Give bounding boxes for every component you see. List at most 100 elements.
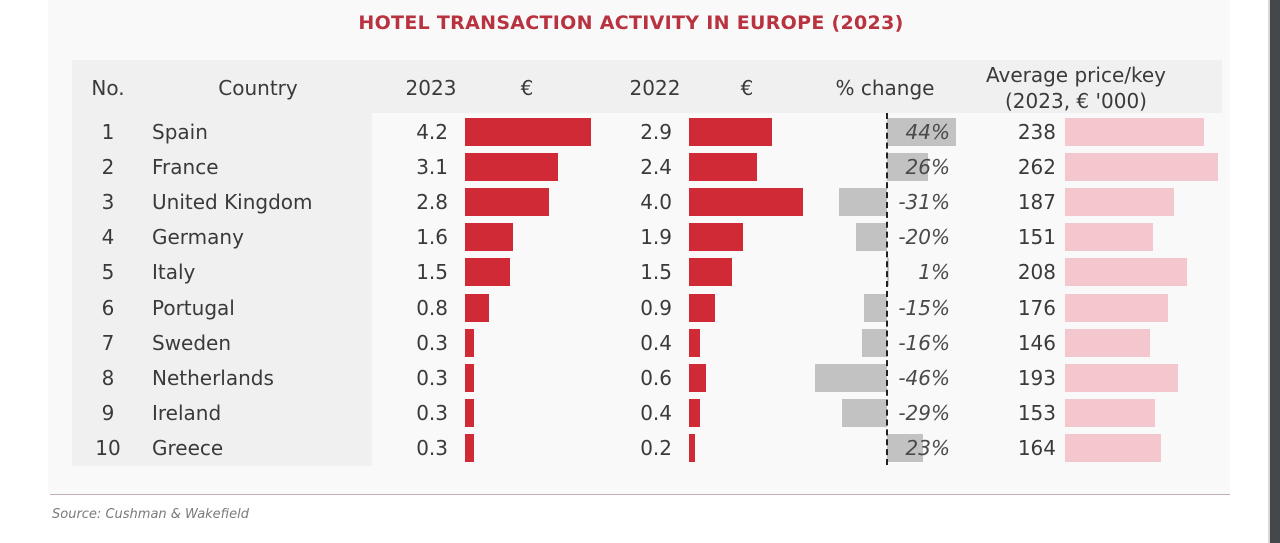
rank-number: 5: [101, 260, 115, 285]
country-name: Germany: [152, 225, 244, 250]
bar-2023: [465, 398, 474, 427]
window-frame: [1270, 0, 1280, 543]
bar-2022: [689, 328, 701, 357]
bar-pct-change: [815, 363, 887, 392]
price-per-key-value: 176: [1017, 295, 1056, 320]
price-per-key-value: 146: [1017, 330, 1056, 355]
header-band: [72, 60, 1222, 113]
pct-change-label: -16%: [898, 330, 950, 355]
value-2023: 0.3: [416, 330, 448, 355]
country-name: Sweden: [152, 330, 232, 355]
price-per-key-value: 153: [1017, 400, 1056, 425]
header-country: Country: [218, 76, 298, 100]
bar-2022: [689, 433, 695, 462]
country-name: Portugal: [152, 295, 235, 320]
bar-pct-change: [887, 433, 923, 462]
pct-change-label: 23%: [905, 435, 950, 460]
bar-pct-change: [887, 153, 928, 182]
bar-price-per-key: [1065, 398, 1155, 427]
price-per-key-value: 238: [1017, 120, 1056, 144]
source-note: Source: Cushman & Wakefield: [52, 507, 249, 522]
value-2022: 4.0: [640, 190, 672, 215]
country-name: Italy: [152, 260, 196, 285]
value-2022: 0.6: [640, 365, 672, 390]
bar-2023: [465, 328, 474, 357]
header-2022: 2022: [629, 76, 681, 100]
rank-number: 3: [101, 190, 115, 215]
value-2022: 0.2: [640, 435, 672, 460]
country-name: United Kingdom: [152, 190, 313, 215]
value-2022: 2.9: [640, 120, 672, 144]
rank-number: 2: [101, 155, 115, 180]
bar-2023: [465, 363, 474, 392]
header-2023: 2023: [405, 76, 457, 100]
value-2023: 0.8: [416, 295, 448, 320]
bar-2023: [465, 223, 513, 252]
bar-price-per-key: [1065, 363, 1178, 392]
value-2022: 1.9: [640, 225, 672, 250]
header-euro-2022: €: [740, 76, 754, 100]
country-name: Netherlands: [152, 365, 274, 390]
bar-pct-change: [862, 328, 887, 357]
chart-title: HOTEL TRANSACTION ACTIVITY IN EUROPE (20…: [358, 12, 904, 34]
rank-number: 10: [95, 435, 121, 460]
bar-2022: [689, 398, 701, 427]
rank-number: 7: [101, 330, 115, 355]
pct-change-zero-line: [886, 113, 888, 465]
pct-change-label: -20%: [898, 225, 950, 250]
bar-pct-change: [855, 223, 887, 252]
price-per-key-value: 151: [1017, 225, 1056, 250]
price-per-key-value: 187: [1017, 190, 1056, 215]
bar-2023: [465, 188, 549, 217]
frame-edge: [1268, 0, 1270, 543]
value-2022: 0.9: [640, 295, 672, 320]
bar-price-per-key: [1065, 153, 1219, 182]
bar-2022: [689, 188, 803, 217]
bar-2022: [689, 258, 732, 287]
bar-price-per-key: [1065, 433, 1161, 462]
pct-change-label: 44%: [905, 120, 950, 144]
bar-2022: [689, 118, 772, 146]
value-2023: 0.3: [416, 400, 448, 425]
price-per-key-value: 164: [1017, 435, 1056, 460]
rank-country-band: [72, 113, 372, 466]
bar-2022: [689, 293, 715, 322]
header-price-line2: (2023, € '000): [1005, 89, 1147, 113]
header-no: No.: [91, 76, 125, 100]
rank-number: 1: [101, 120, 115, 144]
pct-change-label: -46%: [898, 365, 950, 390]
bar-2022: [689, 363, 707, 392]
bottom-rule: [50, 494, 1230, 495]
bar-price-per-key: [1065, 188, 1175, 217]
bar-price-per-key: [1065, 328, 1151, 357]
value-2023: 0.3: [416, 435, 448, 460]
country-name: France: [152, 155, 219, 180]
bar-price-per-key: [1065, 118, 1205, 146]
bar-pct-change: [838, 188, 887, 217]
bar-pct-change: [887, 118, 956, 146]
price-per-key-value: 262: [1017, 155, 1056, 180]
bar-2023: [465, 433, 474, 462]
bar-price-per-key: [1065, 223, 1154, 252]
bar-2023: [465, 153, 558, 182]
header-euro-2023: €: [520, 76, 534, 100]
country-name: Ireland: [152, 400, 222, 425]
value-2023: 0.3: [416, 365, 448, 390]
value-2023: 4.2: [416, 120, 448, 144]
bar-2023: [465, 293, 489, 322]
rank-number: 4: [101, 225, 115, 250]
pct-change-label: -31%: [898, 190, 950, 215]
country-name: Spain: [152, 120, 208, 144]
value-2023: 1.6: [416, 225, 448, 250]
bar-price-per-key: [1065, 258, 1187, 287]
value-2022: 0.4: [640, 330, 672, 355]
rank-number: 6: [101, 295, 115, 320]
rank-number: 9: [101, 400, 115, 425]
bar-pct-change: [841, 398, 887, 427]
pct-change-label: -15%: [898, 295, 950, 320]
rank-number: 8: [101, 365, 115, 390]
price-per-key-value: 193: [1017, 365, 1056, 390]
pct-change-label: -29%: [898, 400, 950, 425]
bar-2022: [689, 223, 744, 252]
value-2023: 3.1: [416, 155, 448, 180]
